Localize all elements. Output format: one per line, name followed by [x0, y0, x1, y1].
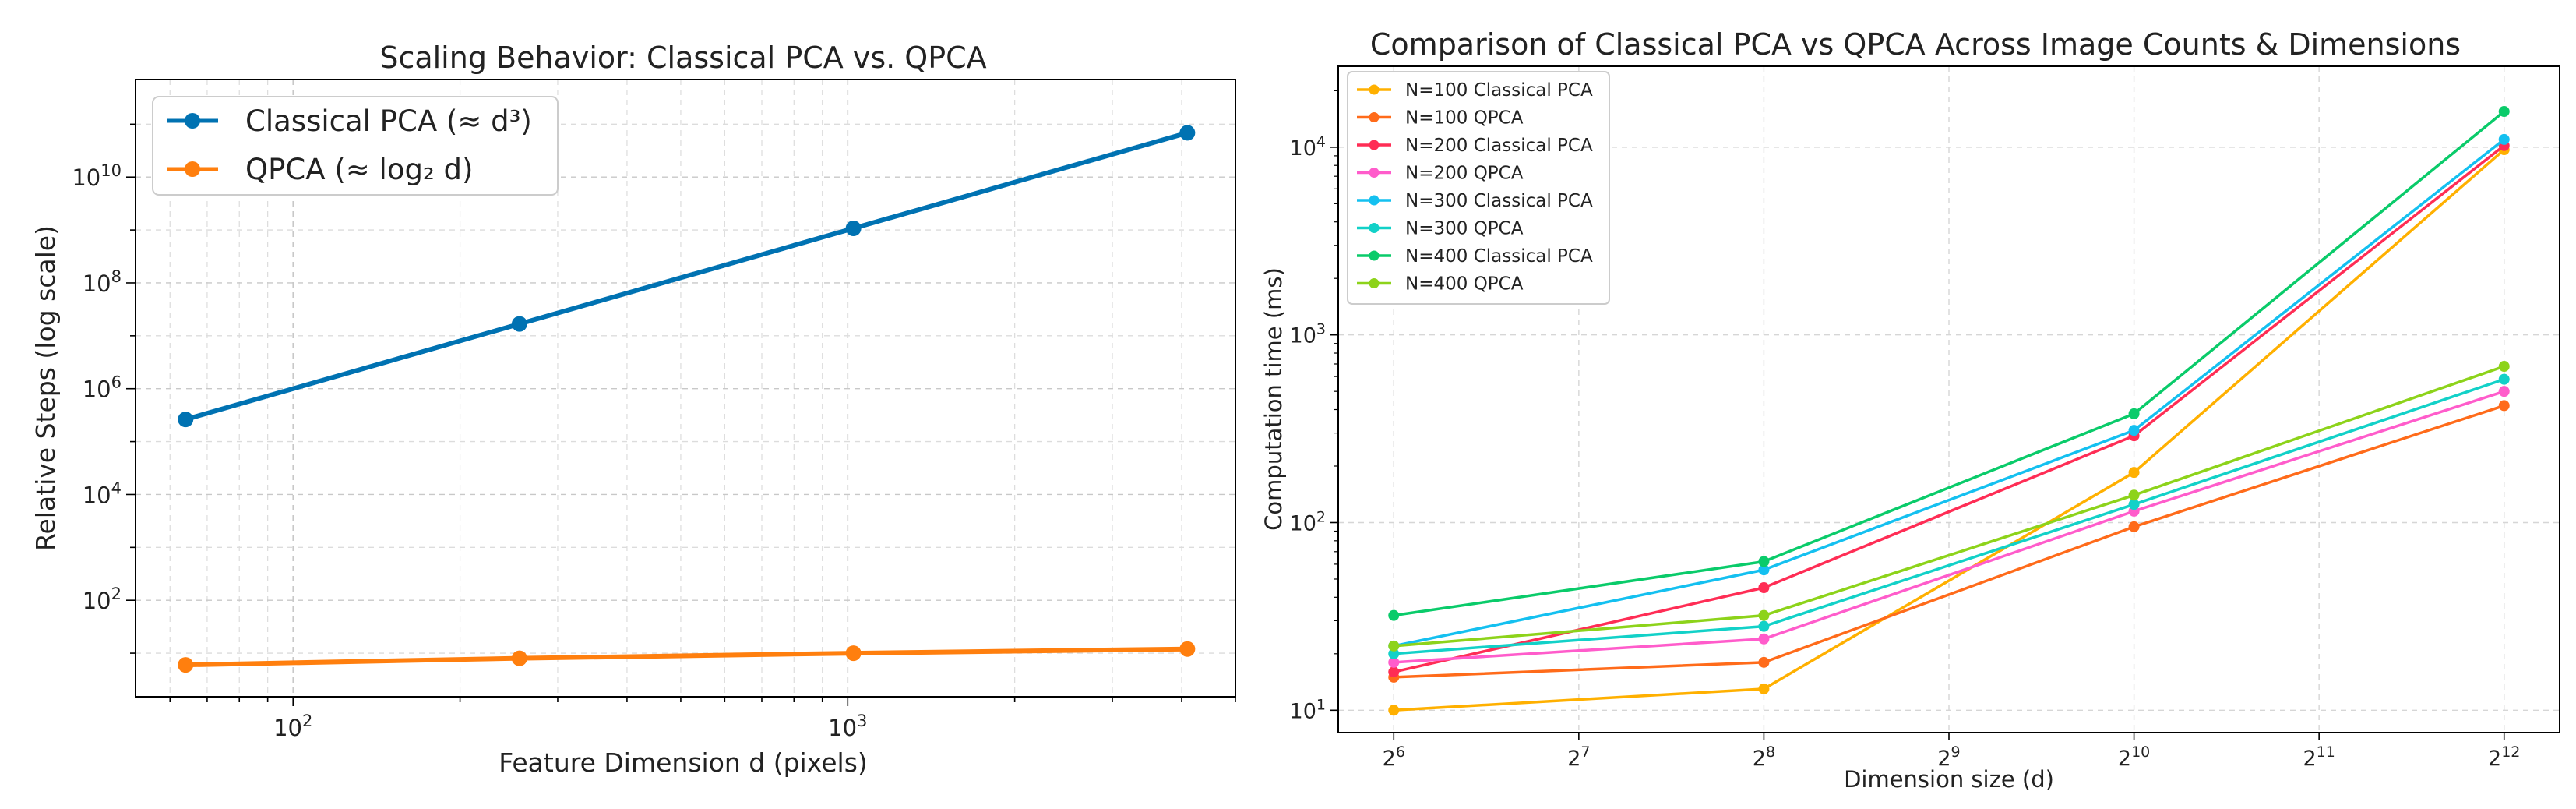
y-tick-label: 103 [1290, 321, 1326, 348]
legend: N=100 Classical PCA N=100 QPCA N=200 Class… [1347, 71, 1610, 305]
legend-marker-n-400-classical-pca [1369, 250, 1380, 261]
data-point [1179, 641, 1196, 657]
legend-box [152, 96, 559, 196]
data-point [2498, 361, 2510, 373]
data-point [2128, 499, 2140, 510]
x-tick-label: 211 [2303, 744, 2335, 771]
data-point [1758, 656, 1770, 668]
series-line-classical-pca [185, 130, 1189, 422]
legend-marker-n-100-qpca [1369, 112, 1380, 122]
legend-label-qpca: QPCA (≈ log₂ d) [245, 153, 473, 186]
data-point [1758, 609, 1770, 621]
legend-marker-n-300-classical-pca [1369, 195, 1380, 206]
legend-marker-n-400-qpca [1369, 278, 1380, 288]
series-line-n-400-classical-pca [1394, 110, 2505, 617]
x-tick-label: 27 [1567, 744, 1590, 771]
legend-marker-qpca [185, 161, 200, 177]
data-point [1758, 683, 1770, 694]
data-point [178, 657, 194, 673]
data-point [1388, 705, 1400, 716]
y-tick-label: 106 [83, 373, 122, 403]
series-layer [1388, 106, 2510, 716]
legend-label-n-100-qpca: N=100 QPCA [1405, 108, 1524, 129]
y-tick-label: 104 [83, 479, 122, 508]
x-tick-label: 102 [273, 712, 312, 741]
legend: Classical PCA (≈ d³) QPCA (≈ log₂ d) [152, 96, 559, 196]
legend-marker-n-200-qpca [1369, 168, 1380, 178]
x-tick-label: 29 [1937, 744, 1960, 771]
scaling-chart: Scaling Behavior: Classical PCA vs. QPCA… [30, 41, 1236, 778]
data-point [511, 650, 527, 666]
legend-label-n-100-classical-pca: N=100 Classical PCA [1405, 80, 1593, 101]
data-point [845, 221, 862, 237]
y-axis-label: Computation time (ms) [1260, 267, 1287, 531]
legend-label-n-200-classical-pca: N=200 Classical PCA [1405, 136, 1593, 156]
data-point [2128, 425, 2140, 436]
chart-title: Comparison of Classical PCA vs QPCA Acro… [1370, 27, 2461, 62]
data-point [1388, 666, 1400, 678]
y-tick-label: 102 [1290, 508, 1326, 535]
x-axis-label: Feature Dimension d (pixels) [499, 747, 868, 778]
x-axis-label: Dimension size (d) [1844, 766, 2054, 793]
y-tick-label: 104 [1290, 133, 1326, 161]
data-point [2498, 106, 2510, 118]
comparison-chart: Comparison of Classical PCA vs QPCA Acro… [1260, 27, 2560, 793]
y-axis-label: Relative Steps (log scale) [30, 225, 61, 551]
data-point [2128, 467, 2140, 479]
data-point [2498, 400, 2510, 412]
legend-marker-n-100-classical-pca [1369, 84, 1380, 95]
series-line-n-100-classical-pca [1394, 148, 2505, 712]
y-tick-label: 101 [1290, 696, 1326, 723]
data-point [1758, 582, 1770, 594]
axis-ticks: 26 27 28 29 210 211 212 101 102 103 104 [1290, 90, 2520, 771]
x-tick-label: 212 [2488, 744, 2520, 771]
x-tick-label: 28 [1753, 744, 1775, 771]
data-point [2498, 386, 2510, 397]
legend-marker-n-300-qpca [1369, 223, 1380, 233]
data-point [1179, 125, 1196, 141]
data-point [2128, 489, 2140, 501]
legend-label-n-200-qpca: N=200 QPCA [1405, 164, 1524, 184]
legend-label-n-300-classical-pca: N=300 Classical PCA [1405, 191, 1593, 211]
series-layer [178, 125, 1196, 673]
chart-title: Scaling Behavior: Classical PCA vs. QPCA [379, 41, 986, 75]
data-point [1388, 656, 1400, 668]
axis-ticks: 102 103 102 104 106 108 1010 [72, 123, 1236, 741]
y-tick-label: 108 [83, 267, 122, 297]
series-line-n-200-qpca [1394, 390, 2505, 664]
data-point [511, 316, 527, 332]
legend-label-n-400-classical-pca: N=400 Classical PCA [1405, 246, 1593, 267]
legend-label-n-400-qpca: N=400 QPCA [1405, 274, 1524, 295]
legend-marker-n-200-classical-pca [1369, 140, 1380, 150]
data-point [1758, 564, 1770, 576]
x-tick-label: 26 [1383, 744, 1405, 771]
data-point [1758, 620, 1770, 632]
legend-marker-classical-pca [185, 113, 200, 129]
legend-label-classical-pca: Classical PCA (≈ d³) [245, 104, 532, 138]
series-line-qpca [185, 646, 1188, 668]
data-point [2498, 373, 2510, 385]
data-point [1758, 633, 1770, 645]
x-tick-label: 210 [2118, 744, 2150, 771]
y-tick-label: 102 [83, 585, 122, 614]
grid-lines [1338, 66, 2560, 733]
series-line-n-300-qpca [1394, 377, 2505, 655]
legend-label-n-300-qpca: N=300 QPCA [1405, 219, 1524, 239]
data-point [845, 645, 862, 662]
series-line-n-400-qpca [1394, 365, 2505, 648]
data-point [2128, 521, 2140, 532]
data-point [2128, 408, 2140, 419]
data-point [178, 412, 194, 428]
series-line-n-100-qpca [1394, 404, 2505, 679]
data-point [1388, 640, 1400, 652]
data-point [2498, 133, 2510, 145]
legend-box [1347, 71, 1610, 305]
y-tick-label: 1010 [72, 161, 122, 191]
data-point [1388, 609, 1400, 621]
data-point [1758, 556, 1770, 567]
series-line-n-300-classical-pca [1393, 138, 2505, 648]
data-point [1388, 648, 1400, 659]
x-tick-label: 103 [828, 712, 867, 741]
